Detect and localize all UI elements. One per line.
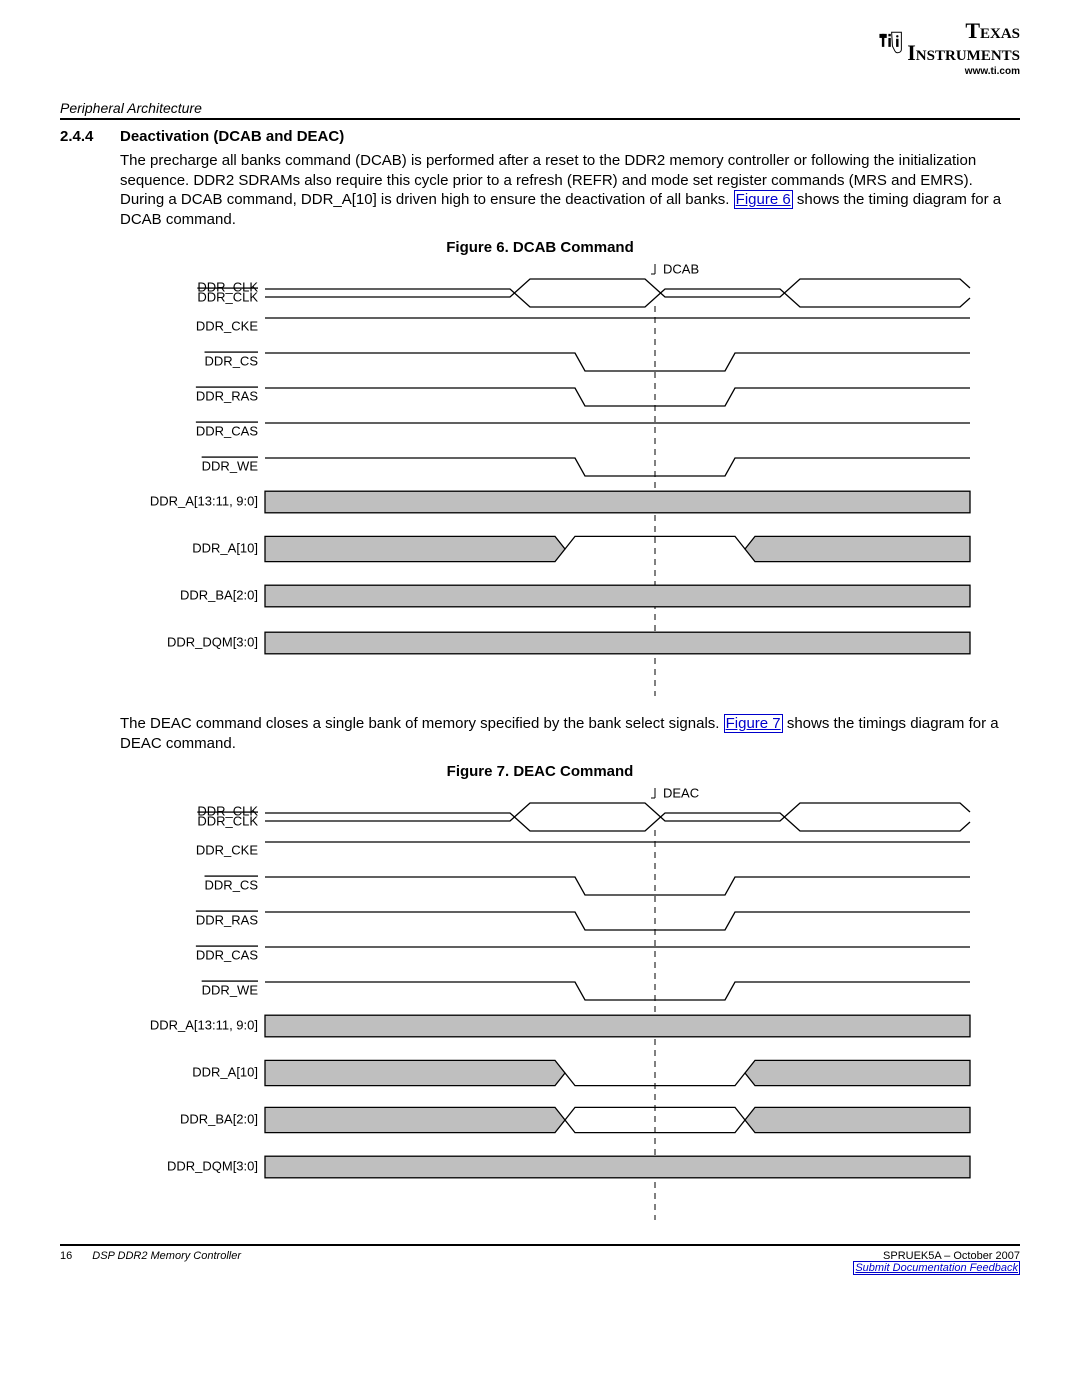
svg-text:DDR_A[13:11, 9:0]: DDR_A[13:11, 9:0] bbox=[150, 493, 258, 508]
figure-6-link[interactable]: Figure 6 bbox=[734, 190, 793, 209]
figure-6-caption: Figure 6. DCAB Command bbox=[60, 239, 1020, 256]
svg-text:DDR_RAS: DDR_RAS bbox=[196, 912, 258, 927]
svg-text:DDR_DQM[3:0]: DDR_DQM[3:0] bbox=[167, 634, 258, 649]
svg-text:DDR_CS: DDR_CS bbox=[205, 353, 259, 368]
svg-text:DDR_BA[2:0]: DDR_BA[2:0] bbox=[180, 587, 258, 602]
svg-text:DDR_A[10]: DDR_A[10] bbox=[192, 1064, 258, 1079]
svg-text:DDR_CKE: DDR_CKE bbox=[196, 318, 258, 333]
section-number: 2.4.4 bbox=[60, 128, 120, 145]
figure-7-diagram: DEACDDR_CLKDDR_CLKDDR_CKEDDR_CSDDR_RASDD… bbox=[100, 784, 980, 1224]
ti-brand-text: TexasInstruments bbox=[907, 20, 1020, 64]
svg-text:DEAC: DEAC bbox=[663, 785, 699, 800]
ti-logo-icon bbox=[877, 29, 903, 55]
svg-text:DDR_A[13:11, 9:0]: DDR_A[13:11, 9:0] bbox=[150, 1017, 258, 1032]
svg-text:DDR_CAS: DDR_CAS bbox=[196, 423, 258, 438]
para-2: The DEAC command closes a single bank of… bbox=[120, 714, 1020, 753]
svg-text:DDR_CLK: DDR_CLK bbox=[197, 813, 258, 828]
ti-logo-block: TexasInstruments www.ti.com bbox=[877, 20, 1020, 77]
figure-7-caption: Figure 7. DEAC Command bbox=[60, 763, 1020, 780]
svg-text:DDR_DQM[3:0]: DDR_DQM[3:0] bbox=[167, 1158, 258, 1173]
svg-text:DDR_A[10]: DDR_A[10] bbox=[192, 540, 258, 555]
svg-text:DDR_WE: DDR_WE bbox=[202, 458, 259, 473]
para-1: The precharge all banks command (DCAB) i… bbox=[120, 151, 1020, 229]
figure-6-diagram: DCABDDR_CLKDDR_CLKDDR_CKEDDR_CSDDR_RASDD… bbox=[100, 260, 980, 700]
svg-text:DDR_CLK: DDR_CLK bbox=[197, 289, 258, 304]
page-footer: 16 DSP DDR2 Memory Controller SPRUEK5A –… bbox=[60, 1244, 1020, 1274]
svg-text:DDR_RAS: DDR_RAS bbox=[196, 388, 258, 403]
feedback-link[interactable]: Submit Documentation Feedback bbox=[853, 1261, 1020, 1275]
figure-7-link[interactable]: Figure 7 bbox=[724, 714, 783, 733]
page-number: 16 bbox=[60, 1250, 72, 1262]
svg-text:DDR_BA[2:0]: DDR_BA[2:0] bbox=[180, 1111, 258, 1126]
svg-text:DDR_CKE: DDR_CKE bbox=[196, 842, 258, 857]
breadcrumb: Peripheral Architecture bbox=[60, 100, 1020, 120]
section-title: Deactivation (DCAB and DEAC) bbox=[120, 128, 344, 145]
svg-text:DDR_CAS: DDR_CAS bbox=[196, 947, 258, 962]
footer-doc-title: DSP DDR2 Memory Controller bbox=[92, 1250, 241, 1262]
svg-text:DCAB: DCAB bbox=[663, 261, 699, 276]
ti-url: www.ti.com bbox=[877, 66, 1020, 77]
svg-text:DDR_WE: DDR_WE bbox=[202, 982, 259, 997]
section-heading: 2.4.4Deactivation (DCAB and DEAC) bbox=[60, 128, 1020, 145]
svg-text:DDR_CS: DDR_CS bbox=[205, 877, 259, 892]
